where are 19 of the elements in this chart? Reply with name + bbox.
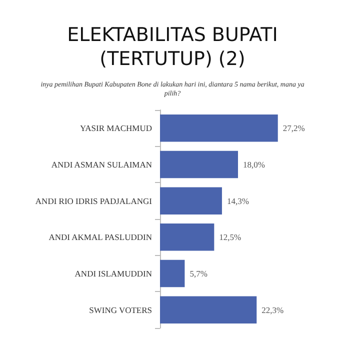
y-tick-label: ANDI RIO IDRIS PADJALANGI (35, 196, 152, 206)
y-tick-label: ANDI ISLAMUDDIN (74, 268, 152, 278)
bar (160, 114, 278, 142)
y-tick-label: YASIR MACHMUD (80, 123, 152, 134)
bar (160, 150, 238, 178)
y-tick-label: SWING VOTERS (89, 304, 152, 315)
data-label: 18,0% (243, 160, 265, 170)
data-label: 12,5% (219, 232, 242, 242)
y-tick-label: ANDI AKMAL PASLUDDIN (48, 232, 152, 242)
y-tick-label: ANDI ASMAN SULAIMAN (51, 160, 152, 170)
bar (160, 296, 257, 324)
data-label: 14,3% (226, 196, 249, 206)
data-label: 27,2% (282, 123, 305, 134)
chart-title: ELEKTABILITAS BUPATI (TERTUTUP) (2) (67, 24, 278, 70)
bar (160, 260, 185, 288)
bar (160, 224, 214, 251)
data-label: 22,3% (262, 304, 284, 315)
bar (160, 187, 222, 214)
data-label: 5,7% (190, 268, 208, 278)
